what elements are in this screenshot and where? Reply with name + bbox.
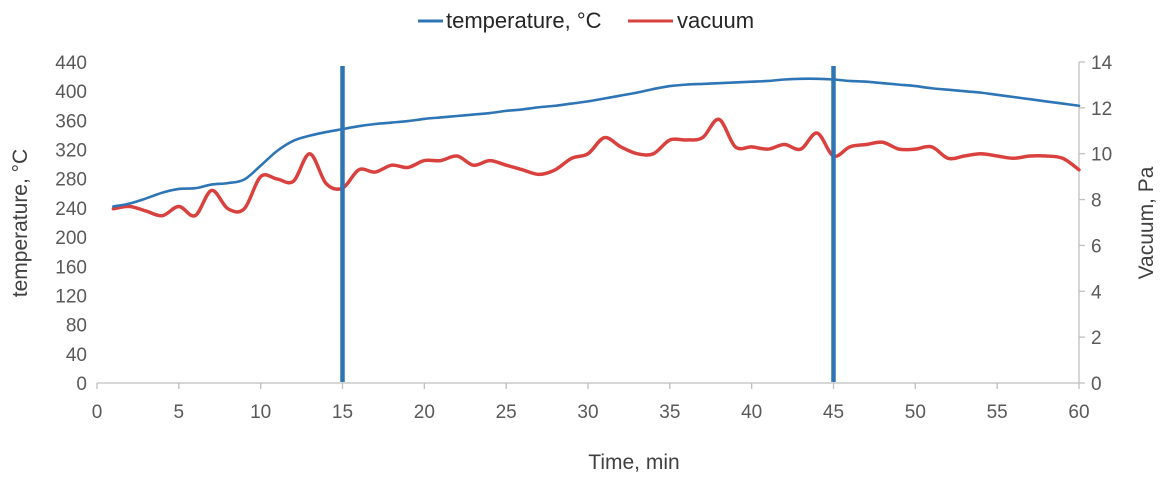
y-left-tick-label: 240 [55,199,87,220]
x-tick-label: 0 [92,402,103,423]
y-right-tick-label: 4 [1091,282,1102,303]
x-tick-label: 40 [741,402,762,423]
x-tick-label: 30 [577,402,598,423]
x-tick-labels: 0 5 10 15 20 25 30 35 40 45 50 55 60 [92,383,1090,423]
y-left-tick-label: 440 [55,53,87,74]
x-tick-label: 60 [1068,402,1089,423]
y-right-tick-label: 10 [1091,145,1112,166]
series-line-temperature [112,77,1081,208]
y-left-tick-label: 280 [55,170,87,191]
y-left-tick-label: 360 [55,111,87,132]
x-tick-label: 5 [174,402,185,423]
x-tick-label: 20 [414,402,435,423]
legend-label-vacuum: vacuum [677,8,754,33]
y-left-tick-label: 400 [55,82,87,103]
y-left-tick-label: 200 [55,228,87,249]
vertical-markers [340,66,836,382]
axes [97,62,1080,384]
x-tick-label: 45 [823,402,844,423]
x-tick-label: 25 [496,402,517,423]
y-left-tick-label: 80 [66,316,87,337]
legend: temperature, °C vacuum [418,8,754,33]
x-axis-title: Time, min [588,451,679,474]
y-right-tick-label: 6 [1091,236,1102,257]
y-right-tick-label: 2 [1091,328,1102,349]
y-left-tick-label: 0 [76,374,87,395]
x-tick-label: 35 [659,402,680,423]
y-right-axis-title: Vacuum, Pa [1135,166,1158,279]
y-left-tick-label: 320 [55,141,87,162]
y-right-tick-label: 8 [1091,191,1102,212]
y-left-tick-label: 160 [55,257,87,278]
y-right-tick-label: 12 [1091,99,1112,120]
y-right-tick-label: 14 [1091,53,1113,74]
x-tick-label: 10 [250,402,271,423]
y-left-tick-labels: 0 40 80 120 160 200 240 280 320 360 400 440 [55,53,87,395]
x-tick-label: 50 [905,402,926,423]
x-tick-label: 15 [332,402,353,423]
y-left-tick-label: 40 [66,345,87,366]
series-line-vacuum [111,117,1081,218]
y-right-tick-label: 0 [1091,374,1102,395]
series-layer [111,77,1081,218]
y-right-tick-labels: 0 2 4 6 8 10 12 14 [1079,53,1113,395]
legend-label-temperature: temperature, °C [446,8,602,33]
y-left-axis-title: temperature, °C [9,149,32,297]
x-tick-label: 55 [987,402,1008,423]
y-left-tick-label: 120 [55,286,87,307]
